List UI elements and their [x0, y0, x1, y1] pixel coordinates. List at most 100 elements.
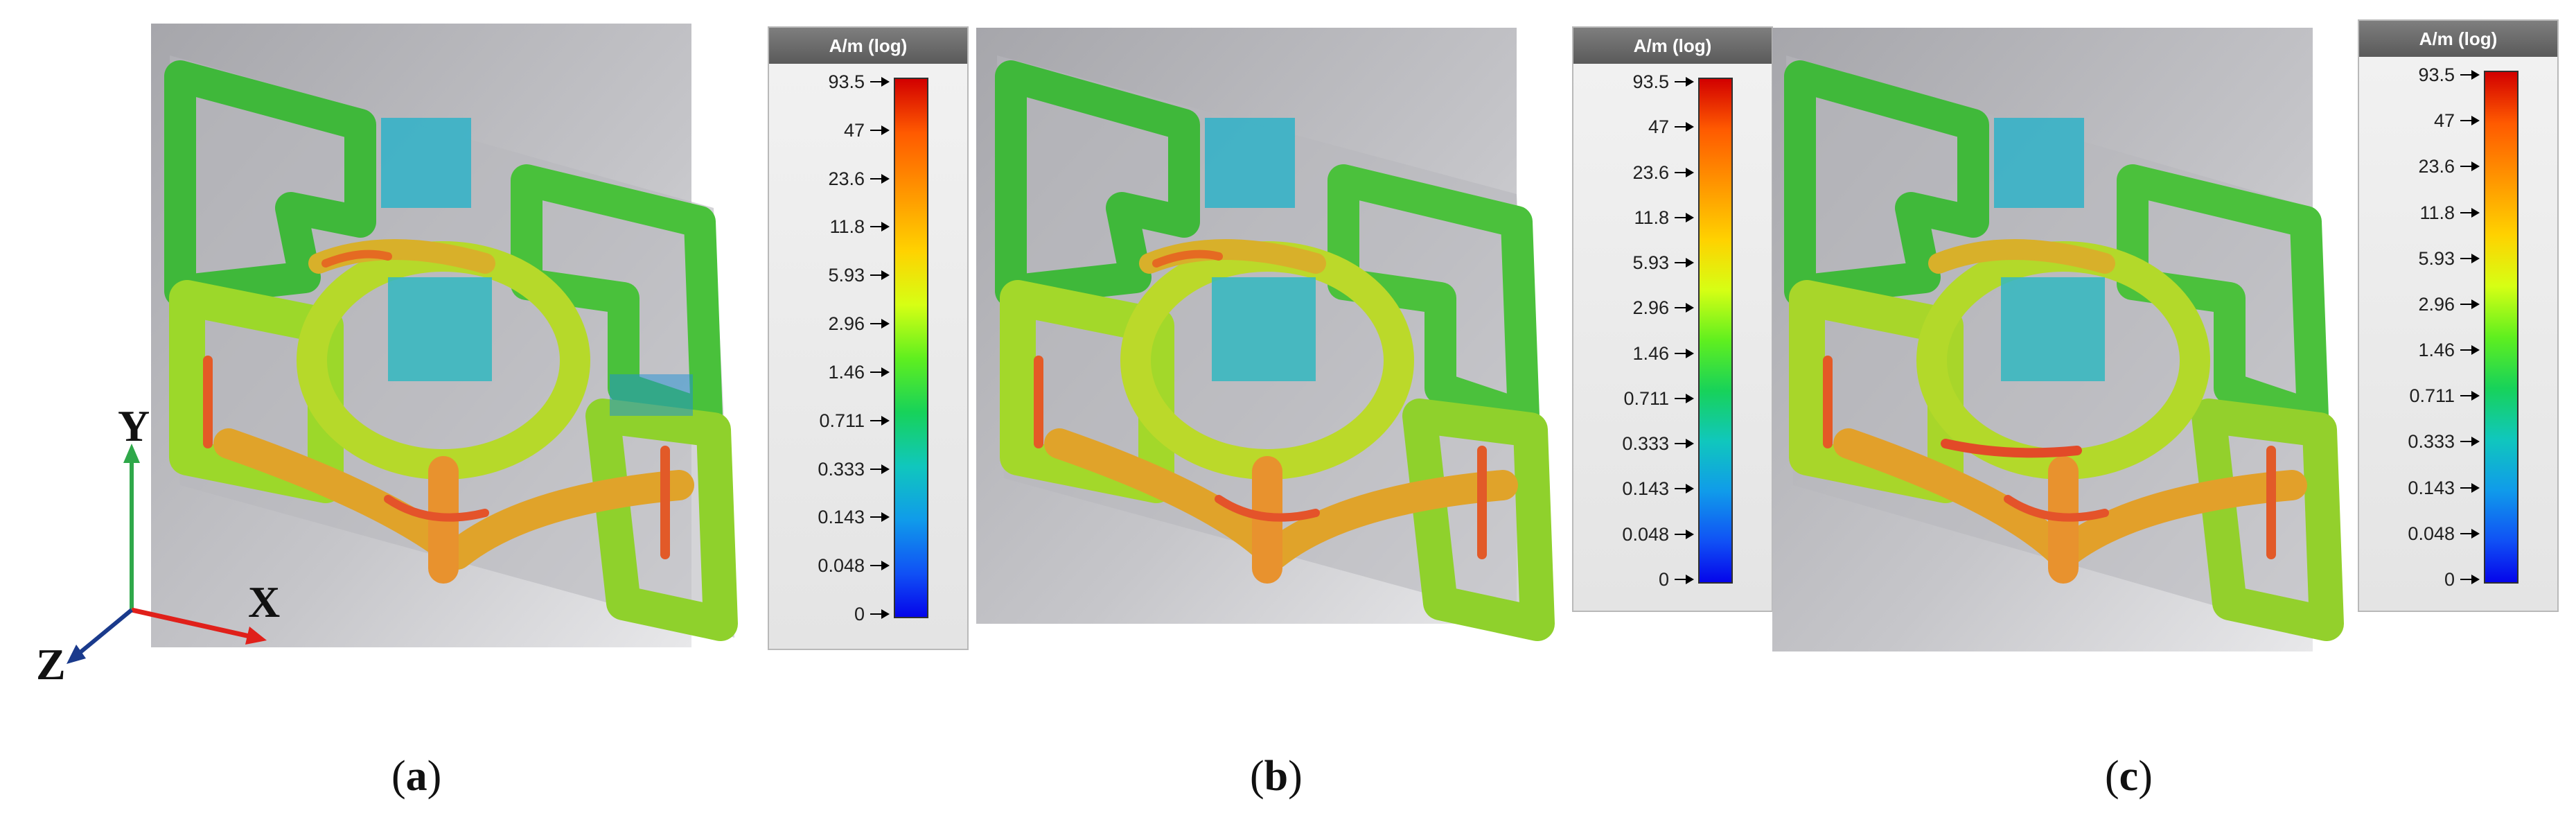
colorbar-tick-label: 0.143 [818, 507, 865, 528]
tick-arrow-icon [2471, 70, 2480, 80]
colorbar-legend-a: A/m (log) 93.5 47 23.6 11.8 5.93 2.96 1.46 0.71… [768, 26, 969, 650]
colorbar-tick-label: 0 [854, 604, 865, 624]
colorbar-tick-label: 0.333 [2408, 431, 2455, 453]
tick-arrow-icon [2471, 161, 2480, 172]
colorbar-tick-label: 0.048 [1622, 523, 1669, 545]
colorbar-tick: 0 [1573, 569, 1694, 590]
colorbar-tick-mark [1675, 488, 1693, 490]
tick-arrow-icon [881, 319, 890, 329]
colorbar-tick-label: 0.711 [2409, 385, 2455, 407]
tick-arrow-icon [881, 222, 890, 232]
colorbar-tick-label: 47 [1648, 116, 1669, 138]
colorbar-tick: 0.711 [769, 410, 890, 431]
colorbar-tick-mark [1675, 216, 1693, 218]
colorbar-tick-mark [1675, 443, 1693, 445]
colorbar-tick: 0.333 [769, 459, 890, 480]
tick-arrow-icon [881, 464, 890, 474]
colorbar-tick-label: 23.6 [2418, 156, 2455, 177]
colorbar-tick-mark [2460, 303, 2478, 305]
panel-c: A/m (log) 93.5 47 23.6 11.8 5.93 2.96 1.46 0.71… [1717, 0, 2575, 831]
colorbar-tick-label: 0.048 [2408, 523, 2455, 544]
colorbar-tick-mark [2460, 487, 2478, 489]
colorbar-tick: 11.8 [2359, 202, 2480, 223]
tick-arrow-icon [881, 125, 890, 135]
colorbar-tick-label: 2.96 [828, 313, 865, 335]
colorbar-tick-label: 0.048 [818, 555, 865, 577]
tick-arrow-icon [1686, 348, 1694, 358]
tick-arrow-icon [1686, 258, 1694, 268]
colorbar-tick: 2.96 [1573, 297, 1694, 319]
tick-arrow-icon [1686, 303, 1694, 313]
colorbar-tick-label: 5.93 [2418, 247, 2455, 269]
tick-arrow-icon [1686, 439, 1694, 449]
tick-arrow-icon [1686, 529, 1694, 539]
colorbar-tick: 23.6 [1573, 162, 1694, 183]
colorbar-tick-label: 1.46 [828, 361, 865, 383]
tick-arrow-icon [881, 561, 890, 571]
colorbar-tick-mark [2460, 74, 2478, 76]
colorbar-tick-mark [2460, 395, 2478, 397]
colorbar-tick-label: 11.8 [829, 216, 865, 238]
colorbar-tick-mark [2460, 257, 2478, 259]
tick-arrow-icon [2471, 207, 2480, 218]
colorbar-tick: 0.048 [1573, 523, 1694, 545]
colorbar-tick-label: 0.711 [819, 410, 865, 431]
tick-arrow-icon [1686, 393, 1694, 403]
colorbar-tick: 0.711 [1573, 388, 1694, 409]
colorbar-tick: 0.711 [2359, 385, 2480, 407]
colorbar-tick-label: 47 [843, 119, 865, 141]
colorbar-tick: 11.8 [769, 216, 890, 238]
tick-arrow-icon [881, 415, 890, 426]
x-axis-arrowhead [245, 627, 267, 645]
colorbar-tick-mark [2460, 166, 2478, 168]
colorbar-tick-label: 93.5 [828, 71, 865, 92]
colorbar-gradient [2484, 71, 2518, 584]
tick-arrow-icon [2471, 482, 2480, 493]
colorbar-tick-label: 93.5 [2418, 64, 2455, 85]
z-axis-arrowhead [67, 645, 86, 664]
current-field-render-a [151, 24, 738, 647]
colorbar-tick-mark [1675, 126, 1693, 128]
colorbar-tick: 47 [2359, 110, 2480, 132]
colorbar-tick: 0.048 [2359, 523, 2480, 544]
panel-a: A/m (log) 93.5 47 23.6 11.8 5.93 2.96 1.46 0.71… [0, 0, 969, 831]
colorbar-tick-label: 93.5 [1632, 71, 1669, 92]
colorbar-tick: 0 [769, 604, 890, 624]
tick-arrow-icon [1686, 122, 1694, 132]
colorbar-tick-mark [1675, 262, 1693, 264]
colorbar-tick-mark [1675, 307, 1693, 309]
tick-arrow-icon [2471, 437, 2480, 447]
current-field-render-b [976, 28, 1555, 641]
x-axis-line [131, 607, 250, 639]
colorbar-tick-mark [1675, 579, 1693, 580]
tick-arrow-icon [2471, 391, 2480, 401]
colorbar-tick-mark [870, 516, 888, 518]
legend-unit-label: A/m (log) [1573, 28, 1772, 64]
colorbar-tick-label: 47 [2433, 110, 2455, 132]
colorbar-tick-mark [870, 129, 888, 131]
colorbar-tick: 23.6 [2359, 156, 2480, 177]
panel-b: A/m (log) 93.5 47 23.6 11.8 5.93 2.96 1.46 0.71… [858, 0, 1773, 831]
tick-arrow-icon [1686, 167, 1694, 177]
colorbar-tick: 1.46 [1573, 343, 1694, 364]
z-axis-label: Z [36, 640, 66, 689]
colorbar-tick-label: 23.6 [828, 168, 865, 189]
colorbar-tick-mark [870, 565, 888, 567]
axis-triad: Y X Z [28, 401, 291, 707]
colorbar-tick-mark [1675, 171, 1693, 173]
colorbar-tick-mark [870, 274, 888, 277]
colorbar-tick-label: 11.8 [1634, 207, 1669, 228]
colorbar-tick: 2.96 [769, 313, 890, 335]
colorbar-tick-label: 2.96 [1632, 297, 1669, 319]
colorbar-tick: 23.6 [769, 168, 890, 189]
colorbar-tick-mark [870, 371, 888, 373]
colorbar-tick-label: 0 [1658, 569, 1669, 590]
tick-arrow-icon [881, 367, 890, 377]
colorbar-tick-label: 2.96 [2418, 293, 2455, 315]
tick-arrow-icon [1686, 77, 1694, 87]
colorbar-tick-mark [2460, 120, 2478, 122]
colorbar-tick: 0.048 [769, 555, 890, 577]
colorbar-tick-mark [1675, 397, 1693, 399]
colorbar-tick: 5.93 [1573, 252, 1694, 273]
colorbar-tick-mark [870, 81, 888, 82]
